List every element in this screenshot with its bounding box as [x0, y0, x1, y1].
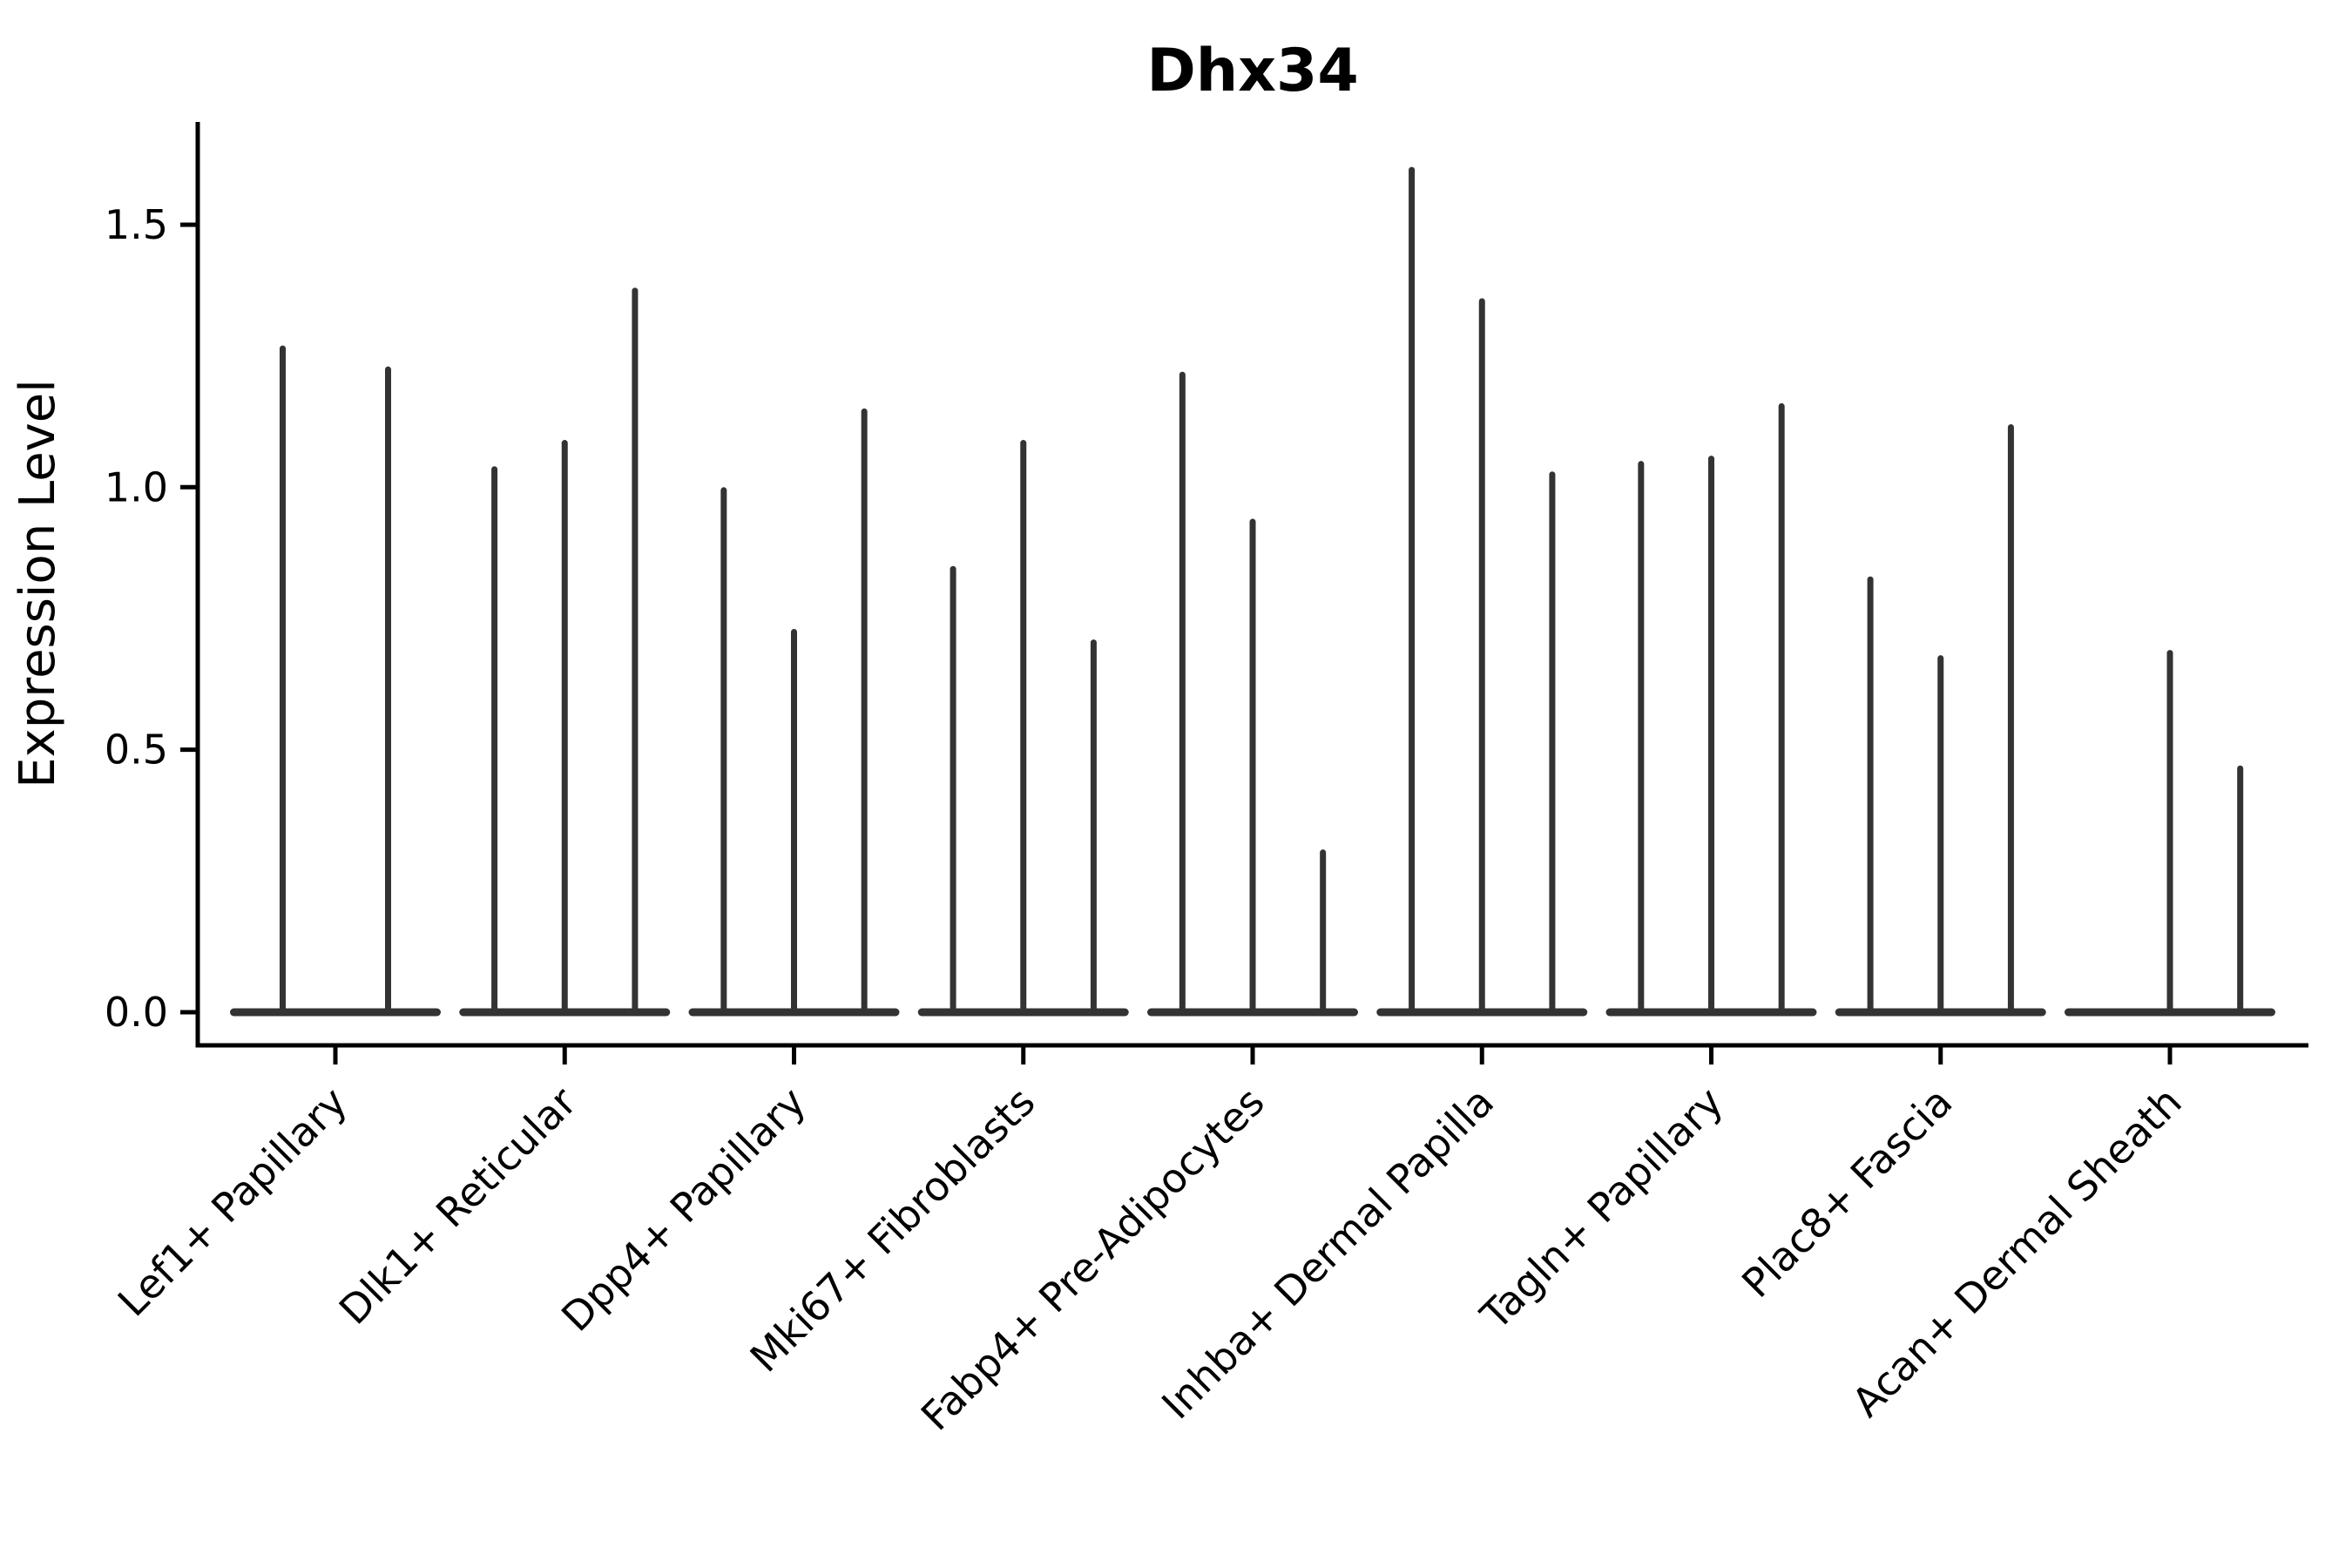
violin-group	[459, 287, 671, 1017]
violin-spike	[632, 287, 639, 1014]
x-tick-label: Lef1+ Papillary	[109, 1078, 356, 1326]
violin-spike	[1249, 518, 1256, 1014]
violin-base	[230, 1008, 441, 1017]
violin-base	[688, 1008, 900, 1017]
violin-spike	[720, 487, 727, 1014]
chart-title: Dhx34	[1146, 37, 1358, 105]
violin-spike	[1867, 576, 1874, 1014]
violin-spike	[950, 565, 956, 1014]
violin-group	[1147, 371, 1358, 1017]
axes	[180, 122, 2308, 1064]
violin-base	[1147, 1008, 1358, 1017]
violin-spike	[1179, 371, 1186, 1014]
y-tick-labels: 0.0 0.5 1.0 1.5	[105, 201, 168, 1036]
violin-base	[917, 1008, 1129, 1017]
violin-spike	[1638, 461, 1645, 1014]
violin-spike	[1549, 471, 1556, 1014]
violin-group	[1605, 402, 1817, 1017]
x-tick-label: Dlk1+ Reticular	[330, 1078, 585, 1334]
violin-spike	[791, 629, 797, 1014]
y-tick-label: 0.0	[105, 989, 168, 1036]
violin-group	[917, 440, 1129, 1017]
violin-spike	[491, 466, 498, 1014]
violin-base	[459, 1008, 671, 1017]
violins	[230, 166, 2275, 1017]
y-axis-label: Expression Level	[10, 379, 66, 788]
violin-spike	[561, 440, 568, 1014]
violin-spike	[2007, 423, 2014, 1014]
y-tick-label: 0.5	[105, 727, 168, 774]
violin-spike	[1937, 655, 1944, 1014]
violin-spike	[1478, 298, 1485, 1014]
y-tick-label: 1.5	[105, 201, 168, 248]
violin-spike	[280, 345, 286, 1014]
violin-base	[2065, 1008, 2275, 1017]
violin-spike	[2166, 650, 2173, 1014]
violin-base	[1605, 1008, 1817, 1017]
violin-spike	[1020, 440, 1027, 1014]
x-tick-label: Tagln+ Papillary	[1471, 1078, 1733, 1340]
violin-base	[1835, 1008, 2046, 1017]
violin-spike	[2237, 765, 2244, 1014]
violin-spike	[1090, 639, 1097, 1014]
violin-group	[230, 345, 441, 1017]
violin-spike	[1708, 456, 1714, 1014]
violin-group	[2065, 650, 2275, 1017]
violin-spike	[1320, 849, 1327, 1014]
violin-spike	[861, 408, 868, 1014]
violin-group	[1376, 166, 1588, 1017]
y-tick-label: 1.0	[105, 463, 168, 510]
violin-group	[1835, 423, 2046, 1017]
violin-spike	[385, 366, 391, 1015]
violin-base	[1376, 1008, 1588, 1017]
violin-spike	[1778, 402, 1785, 1014]
violin-group	[688, 408, 900, 1017]
x-tick-label: Dpp4+ Papillary	[552, 1078, 814, 1341]
violin-spike	[1409, 166, 1416, 1014]
x-tick-label: Plac8+ Fascia	[1733, 1078, 1961, 1307]
